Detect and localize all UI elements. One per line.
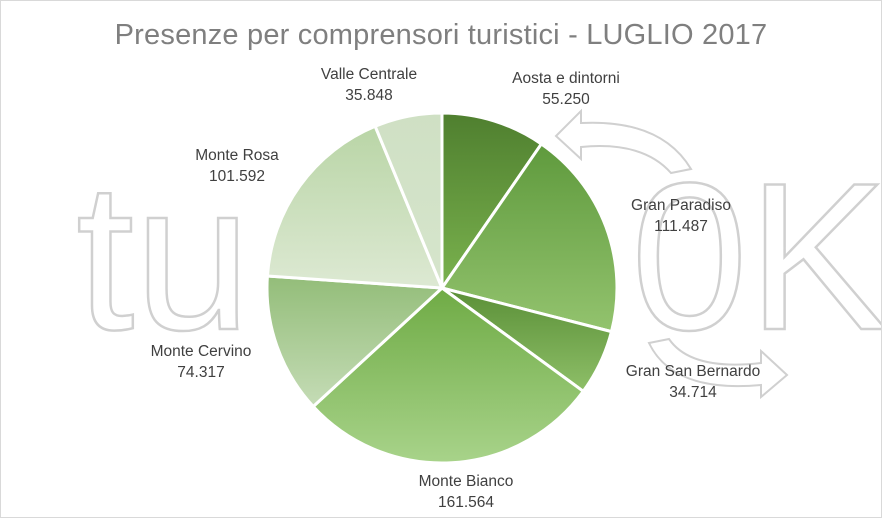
watermark: tu 0K (75, 108, 881, 400)
slice-value-label: 34.714 (669, 384, 717, 401)
slice-label-gran-san-bernardo: Gran San Bernardo 34.714 (626, 363, 760, 401)
watermark-arrow-bottom (647, 337, 789, 400)
slice-value-label: 55.250 (542, 91, 590, 108)
slice-category-label: Valle Centrale (321, 66, 417, 83)
watermark-right: 0K (631, 139, 881, 374)
slice-label-monte-bianco: Monte Bianco 161.564 (419, 473, 514, 511)
slice-category-label: Aosta e dintorni (512, 70, 620, 87)
slice-category-label: Gran San Bernardo (626, 363, 760, 380)
watermark-arrow-top (554, 108, 693, 175)
pie-slice-gran-paradiso (440, 142, 619, 334)
slice-label-monte-cervino: Monte Cervino 74.317 (151, 343, 252, 381)
pie-slice-monte-bianco (311, 286, 585, 465)
slice-label-valle-centrale: Valle Centrale 35.848 (321, 66, 417, 104)
slice-value-label: 111.487 (654, 218, 708, 235)
slice-value-label: 35.848 (345, 87, 392, 104)
slice-category-label: Gran Paradiso (631, 197, 731, 214)
slice-category-label: Monte Rosa (195, 147, 279, 164)
pie-slice-valle-centrale (373, 111, 444, 290)
pie-slice-monte-cervino (265, 274, 444, 409)
slice-category-label: Monte Bianco (419, 473, 514, 490)
slice-value-label: 101.592 (209, 168, 265, 185)
chart-title: Presenze per comprensori turistici - LUG… (114, 19, 768, 51)
slice-category-label: Monte Cervino (151, 343, 252, 360)
slice-value-label: 74.317 (177, 364, 224, 381)
slice-label-monte-rosa: Monte Rosa 101.592 (195, 147, 279, 185)
slice-label-gran-paradiso: Gran Paradiso 111.487 (631, 197, 731, 235)
pie-slice-aosta-e-dintorni (440, 111, 543, 290)
watermark-left: tu (76, 139, 251, 374)
slice-value-label: 161.564 (438, 494, 494, 511)
pie-slice-monte-rosa (265, 124, 444, 290)
slice-label-aosta-e-dintorni: Aosta e dintorni 55.250 (512, 70, 620, 108)
